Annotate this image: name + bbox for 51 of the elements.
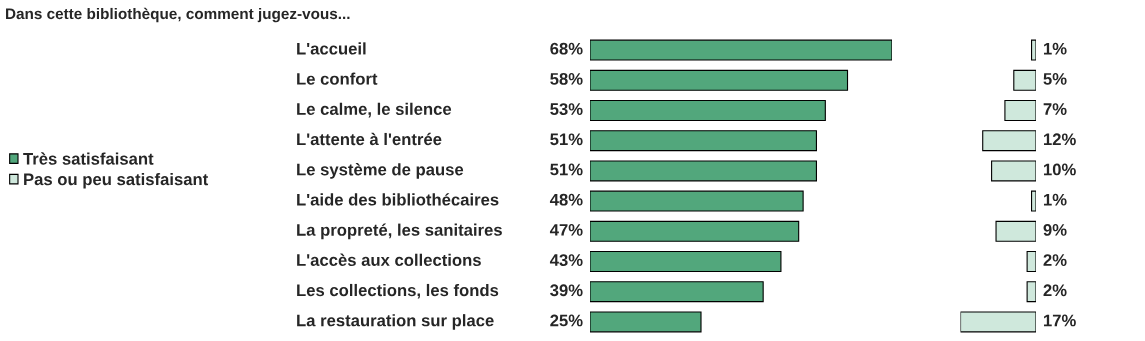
- bar: [991, 160, 1036, 182]
- data-label: 53%: [550, 103, 583, 115]
- legend-label: Très satisfaisant: [23, 152, 154, 165]
- data-label: 2%: [1043, 254, 1067, 266]
- data-label: 2%: [1043, 284, 1067, 297]
- bar: [590, 190, 804, 212]
- data-label: 1%: [1043, 42, 1067, 55]
- bar: [590, 99, 826, 122]
- data-label: 12%: [1043, 133, 1076, 146]
- bar: [590, 130, 817, 152]
- y-tick-label: L'accueil: [297, 42, 366, 55]
- bar: [590, 311, 702, 333]
- data-label: 25%: [550, 314, 583, 327]
- legend-label: Pas ou peu satisfaisant: [24, 173, 209, 189]
- bar: [1026, 281, 1036, 303]
- bar: [590, 39, 892, 61]
- text: Dans cette bibliothèque, comment jugez-vous...: [6, 7, 350, 23]
- bar: [1013, 69, 1036, 91]
- y-tick-label: Le calme, le silence: [297, 102, 452, 118]
- bar: [590, 281, 764, 303]
- data-label: 9%: [1043, 223, 1067, 236]
- y-tick-label: L'accès aux collections: [297, 253, 481, 266]
- bar: [982, 130, 1036, 152]
- bar: [590, 250, 782, 273]
- data-label: 47%: [549, 224, 583, 236]
- y-tick-label: La propreté, les sanitaires: [297, 223, 502, 240]
- data-label: 1%: [1043, 193, 1067, 206]
- y-tick-label: Le confort: [297, 72, 378, 85]
- y-tick-label: L'attente à l'entrée: [297, 132, 442, 146]
- data-label: 48%: [549, 193, 583, 206]
- data-label: 43%: [549, 254, 583, 266]
- bar: [590, 220, 800, 242]
- y-tick-label: La restauration sur place: [297, 314, 494, 330]
- data-label: 7%: [1043, 103, 1067, 115]
- data-label: 51%: [550, 163, 583, 176]
- bar: [1004, 99, 1036, 122]
- data-label: 5%: [1043, 73, 1067, 85]
- bar: [590, 160, 817, 182]
- data-label: 17%: [1043, 314, 1076, 327]
- y-tick-label: L'aide des bibliothécaires: [297, 193, 499, 206]
- data-label: 39%: [550, 284, 583, 297]
- data-label: 10%: [1043, 163, 1076, 176]
- data-label: 58%: [550, 72, 583, 85]
- data-label: 68%: [550, 42, 583, 55]
- y-tick-label: Les collections, les fonds: [297, 283, 499, 299]
- bar: [995, 220, 1036, 242]
- y-tick-label: Le système de pause: [297, 163, 464, 179]
- bar: [960, 311, 1036, 333]
- data-label: 51%: [550, 133, 583, 146]
- bar: [590, 69, 849, 91]
- bar: [1026, 250, 1036, 273]
